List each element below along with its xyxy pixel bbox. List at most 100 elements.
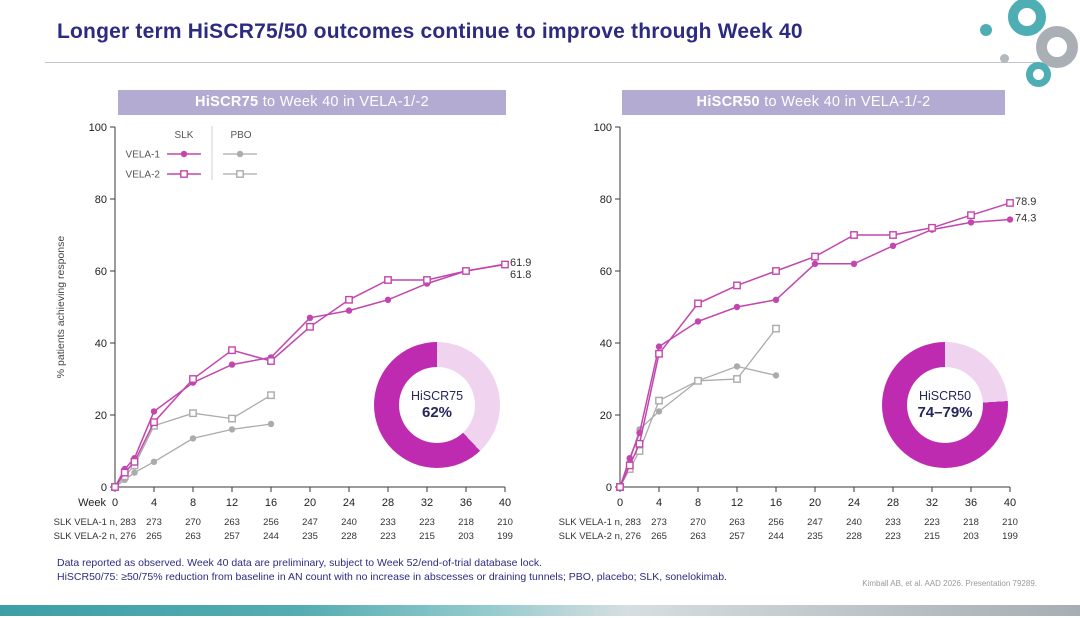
n-value: 263 — [729, 517, 745, 528]
x-tick-label: 24 — [343, 497, 355, 509]
n-value: 257 — [224, 531, 240, 542]
n-value: 215 — [419, 531, 435, 542]
legend-pbo-marker — [236, 170, 244, 178]
x-tick-label: 20 — [304, 497, 316, 509]
x-tick-label: 20 — [809, 497, 821, 509]
VELA-2 SLK-marker — [811, 252, 819, 261]
VELA-2 SLK-marker — [967, 211, 975, 220]
n-value: 263 — [185, 531, 201, 542]
n-value: 223 — [380, 531, 396, 542]
end-value-label: 74.3 — [1015, 213, 1036, 225]
y-tick-label: 100 — [594, 122, 612, 134]
VELA-1 SLK-marker — [306, 314, 314, 321]
y-tick-label: 0 — [101, 482, 107, 494]
hiscr75-line-chart: 0 20 40 60 80 100 0 4 8 12 16 20 24 28 32 36 40 Week % pat… — [54, 122, 532, 542]
y-tick-label: 40 — [600, 338, 612, 350]
x-tick-label: 16 — [265, 497, 277, 509]
x-tick-label: 8 — [190, 497, 196, 509]
VELA-1 PBO-marker — [189, 435, 197, 442]
n-value: 244 — [768, 531, 784, 542]
n-value: 244 — [263, 531, 279, 542]
VELA-1 PBO-marker — [131, 469, 138, 476]
VELA-2 SLK-marker — [111, 483, 119, 491]
y-tick-label: 40 — [95, 338, 107, 350]
hiscr50-line-chart: 0 20 40 60 80 100 0 4 8 12 16 20 24 28 32 36 40 78.9 74.3 S… — [559, 122, 1037, 542]
VELA-2 SLK-marker — [625, 461, 634, 470]
VELA-2 SLK-marker — [772, 267, 780, 275]
n-value: 240 — [846, 517, 862, 528]
VELA-2 PBO-marker — [189, 409, 197, 418]
VELA-1 SLK-marker — [850, 260, 858, 267]
VELA-2 SLK-marker — [130, 457, 139, 466]
decorative-circle-icon — [980, 24, 992, 36]
n-value: 228 — [341, 531, 357, 542]
n-value: 210 — [1002, 517, 1018, 528]
VELA-2 SLK-marker — [462, 267, 470, 275]
n-value: 270 — [690, 517, 706, 528]
VELA-2 SLK-marker — [694, 299, 702, 308]
VELA-1 SLK-marker — [626, 455, 633, 462]
n-value: 240 — [341, 517, 357, 528]
VELA-2 SLK-marker — [120, 468, 129, 477]
end-value-label: 78.9 — [1015, 196, 1036, 208]
VELA-2 SLK-marker — [850, 231, 858, 239]
decorative-ring-icon — [1036, 26, 1078, 68]
x-tick-label: 0 — [617, 497, 623, 509]
n-row-label: SLK VELA-2 n, 276 — [559, 531, 641, 542]
VELA-2 SLK-marker — [189, 375, 197, 383]
donut-hole: HiSCR75 62% — [399, 367, 475, 443]
VELA-2 SLK-marker — [228, 346, 236, 355]
n-value: 235 — [302, 531, 318, 542]
VELA-1 SLK-marker — [811, 260, 819, 267]
hiscr75-donut: HiSCR75 62% — [374, 342, 500, 468]
VELA-1 SLK-marker — [345, 307, 353, 314]
n-value: 199 — [497, 531, 513, 542]
n-value: 233 — [380, 517, 396, 528]
end-value-label: 61.8 — [510, 269, 531, 281]
VELA-2 PBO-marker — [228, 414, 236, 423]
legend-col-slk: SLK — [175, 130, 194, 141]
n-value: 257 — [729, 531, 745, 542]
y-tick-label: 80 — [95, 194, 107, 206]
x-tick-label: 4 — [656, 497, 662, 509]
VELA-2 PBO-line — [619, 328, 777, 488]
VELA-2 SLK-marker — [345, 295, 353, 304]
VELA-2 SLK-marker — [635, 439, 644, 448]
VELA-2 SLK-marker — [655, 349, 663, 358]
legend-col-pbo: PBO — [230, 130, 251, 141]
x-tick-label: 24 — [848, 497, 860, 509]
y-tick-label: 60 — [95, 266, 107, 278]
n-value: 218 — [963, 517, 979, 528]
chart-header-bold: HiSCR50 — [696, 94, 760, 110]
donut-label: HiSCR75 — [410, 389, 464, 403]
decorative-circle-icon — [1000, 54, 1009, 63]
y-tick-label: 60 — [600, 266, 612, 278]
VELA-2 PBO-marker — [694, 376, 702, 385]
end-value-label: 61.9 — [510, 257, 531, 269]
x-tick-label: 28 — [887, 497, 899, 509]
VELA-1 PBO-marker — [267, 420, 275, 428]
VELA-1 SLK-marker — [150, 408, 158, 415]
VELA-2 PBO-marker — [655, 396, 663, 405]
n-row-label: SLK VELA-1 n, 283 — [54, 517, 136, 528]
VELA-1 SLK-marker — [694, 318, 702, 325]
n-value: 203 — [458, 531, 474, 542]
y-tick-label: 0 — [606, 482, 612, 494]
n-value: 223 — [885, 531, 901, 542]
y-tick-label: 100 — [89, 122, 107, 134]
n-value: 199 — [1002, 531, 1018, 542]
n-value: 265 — [651, 531, 667, 542]
x-tick-label: 32 — [421, 497, 433, 509]
VELA-1 SLK-marker — [655, 343, 663, 350]
n-value: 215 — [924, 531, 940, 542]
VELA-1 PBO-marker — [150, 458, 158, 465]
n-value: 210 — [497, 517, 513, 528]
n-value: 223 — [419, 517, 435, 528]
x-axis-label: Week — [78, 497, 106, 509]
VELA-1 SLK-marker — [967, 219, 975, 226]
n-value: 247 — [302, 517, 318, 528]
VELA-1 PBO-marker — [733, 363, 741, 370]
n-value: 247 — [807, 517, 823, 528]
VELA-1 SLK-marker — [772, 296, 780, 303]
n-value: 228 — [846, 531, 862, 542]
